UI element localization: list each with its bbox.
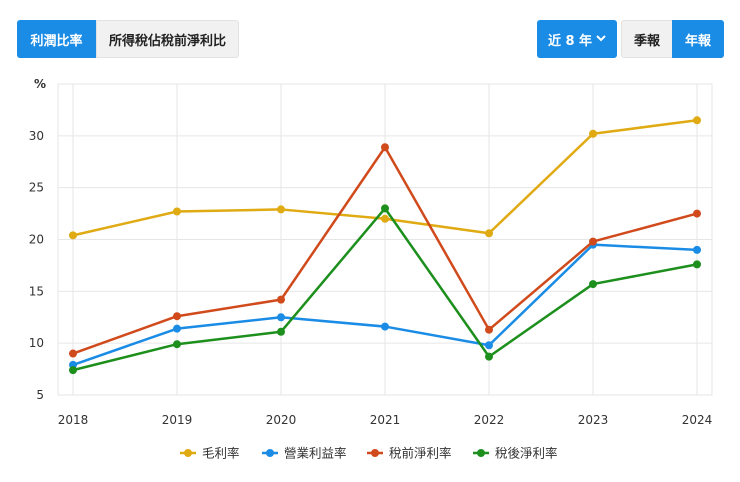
legend: 毛利率 營業利益率 稅前淨利率 稅後淨利率 xyxy=(180,446,558,461)
data-point[interactable] xyxy=(277,205,285,214)
y-tick-label: 5 xyxy=(36,388,44,402)
data-point[interactable] xyxy=(693,260,701,269)
legend-marker xyxy=(477,449,485,457)
y-tick-label: 10 xyxy=(29,336,44,350)
range-dropdown[interactable]: 近 8 年 xyxy=(537,20,617,58)
data-point[interactable] xyxy=(693,209,701,218)
data-point[interactable] xyxy=(277,313,285,322)
data-point[interactable] xyxy=(277,295,285,304)
x-tick-label: 2019 xyxy=(162,413,193,427)
series xyxy=(69,116,701,375)
x-tick-label: 2020 xyxy=(266,413,297,427)
legend-marker xyxy=(266,449,274,457)
data-point[interactable] xyxy=(381,204,389,213)
data-point[interactable] xyxy=(485,341,493,350)
data-point[interactable] xyxy=(485,352,493,361)
legend-item[interactable]: 稅後淨利率 xyxy=(473,446,558,461)
data-point[interactable] xyxy=(173,324,181,333)
data-point[interactable] xyxy=(381,322,389,331)
data-point[interactable] xyxy=(589,129,597,138)
legend-item[interactable]: 稅前淨利率 xyxy=(367,446,452,461)
axes: 5 10 15 20 25 30% 2018 2019 2020 2021 2022 2023 2024 xyxy=(29,77,713,427)
period-annual-button[interactable]: 年報 xyxy=(672,20,724,58)
y-tick-label: 15 xyxy=(29,284,44,298)
data-point[interactable] xyxy=(69,349,77,358)
data-point[interactable] xyxy=(485,229,493,238)
data-point[interactable] xyxy=(589,280,597,289)
legend-marker xyxy=(184,449,192,457)
x-tick-label: 2023 xyxy=(578,413,609,427)
legend-item[interactable]: 毛利率 xyxy=(180,446,240,461)
legend-label: 稅後淨利率 xyxy=(495,446,558,461)
y-axis-label: % xyxy=(34,77,46,91)
data-point[interactable] xyxy=(277,327,285,336)
data-point[interactable] xyxy=(173,207,181,216)
y-tick-label: 30 xyxy=(29,129,44,143)
grid xyxy=(57,83,713,396)
x-tick-label: 2024 xyxy=(682,413,713,427)
data-point[interactable] xyxy=(69,231,77,240)
legend-label: 稅前淨利率 xyxy=(389,446,452,461)
legend-label: 毛利率 xyxy=(202,446,240,461)
x-tick-label: 2021 xyxy=(370,413,401,427)
tab-tax-ratio[interactable]: 所得稅佔稅前淨利比 xyxy=(96,20,239,58)
period-quarterly-button[interactable]: 季報 xyxy=(621,20,673,58)
data-point[interactable] xyxy=(69,366,77,375)
data-point[interactable] xyxy=(693,245,701,254)
data-point[interactable] xyxy=(485,325,493,334)
data-point[interactable] xyxy=(693,116,701,125)
series-4 xyxy=(69,204,701,375)
series-3 xyxy=(69,143,701,358)
data-point[interactable] xyxy=(589,237,597,246)
legend-label: 營業利益率 xyxy=(284,446,347,461)
data-point[interactable] xyxy=(173,340,181,349)
y-tick-label: 20 xyxy=(29,233,44,247)
tab-profit-margin[interactable]: 利潤比率 xyxy=(17,20,96,58)
data-point[interactable] xyxy=(381,143,389,152)
data-point[interactable] xyxy=(173,312,181,321)
x-tick-label: 2018 xyxy=(58,413,89,427)
y-tick-label: 25 xyxy=(29,181,44,195)
series-1 xyxy=(69,116,701,240)
range-label: 近 8 年 xyxy=(547,33,593,49)
x-tick-label: 2022 xyxy=(474,413,505,427)
legend-item[interactable]: 營業利益率 xyxy=(262,446,347,461)
legend-marker xyxy=(371,449,379,457)
data-point[interactable] xyxy=(381,214,389,223)
chevron-down-icon xyxy=(596,34,606,45)
